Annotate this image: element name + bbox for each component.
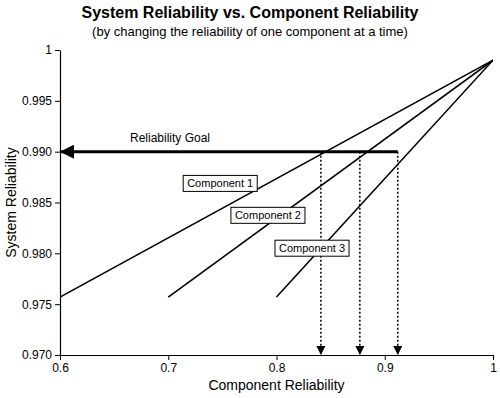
tick-label: 0.6: [52, 361, 69, 375]
tick: 0.980: [22, 247, 60, 261]
tick-label: 0.990: [22, 145, 52, 159]
tick: 0.985: [22, 196, 60, 210]
tick: 0.8: [269, 355, 286, 375]
tick-mark: [55, 152, 60, 153]
series-line: [168, 60, 493, 297]
subtitle: (by changing the reliability of one comp…: [92, 24, 408, 39]
series-label: Component 1: [183, 175, 257, 191]
tick: 0.975: [22, 298, 60, 312]
chart-svg: System Reliability vs. Component Reliabi…: [0, 0, 500, 398]
series-label: Component 2: [231, 207, 305, 223]
title: System Reliability vs. Component Reliabi…: [82, 4, 419, 21]
tick-label: 0.8: [269, 361, 286, 375]
tick-mark: [55, 355, 60, 356]
y-axis-title: System Reliability: [3, 147, 19, 257]
series-label-box: [275, 240, 349, 256]
tick: 0.970: [22, 348, 60, 362]
series-label-text: Component 1: [187, 177, 253, 189]
goal-label: Reliability Goal: [130, 131, 210, 145]
goal-arrow: [60, 150, 398, 153]
tick-mark: [168, 355, 169, 360]
tick-label: 0.980: [22, 247, 52, 261]
series-line: [60, 60, 493, 297]
tick-label: 0.995: [22, 94, 52, 108]
tick-mark: [55, 50, 60, 51]
tick-label: 0.985: [22, 196, 52, 210]
plot-area: [60, 60, 493, 297]
tick-label: 0.7: [160, 361, 177, 375]
tick: 0.9: [377, 355, 394, 375]
tick: 1: [490, 355, 497, 375]
axis-line: [60, 51, 61, 356]
tick-mark: [493, 355, 494, 360]
series-label-text: Component 3: [279, 242, 345, 254]
tick-mark: [385, 355, 386, 360]
tick-label: 1: [45, 43, 52, 57]
tick-mark: [277, 355, 278, 360]
crossing-arrow: [397, 152, 399, 355]
tick-label: 0.975: [22, 298, 52, 312]
chart-container: System Reliability vs. Component Reliabi…: [0, 0, 500, 398]
series-label-box: [183, 175, 257, 191]
annotations: Reliability Goal Component 1 Component 2 Co…: [60, 131, 398, 355]
tick: 0.990: [22, 145, 60, 159]
y-axis: 0.970 0.975 0.980 0.985 0.990 0.995 1: [22, 43, 61, 362]
tick-mark: [60, 355, 61, 360]
tick: 0.6: [52, 355, 69, 375]
tick-mark: [55, 101, 60, 102]
crossing-arrow: [359, 152, 361, 355]
series-label-box: [231, 207, 305, 223]
series-label: Component 3: [275, 240, 349, 256]
x-axis: 0.6 0.7 0.8 0.9 1: [52, 355, 497, 375]
tick-label: 1: [490, 361, 497, 375]
x-axis-title: Component Reliability: [208, 377, 344, 393]
series-line: [277, 60, 494, 297]
tick: 1: [45, 43, 60, 57]
tick: 0.7: [160, 355, 177, 375]
tick-label: 0.970: [22, 348, 52, 362]
tick-mark: [55, 203, 60, 204]
series-label-text: Component 2: [235, 209, 301, 221]
tick: 0.995: [22, 94, 60, 108]
tick-mark: [55, 253, 60, 254]
tick-mark: [55, 304, 60, 305]
tick-label: 0.9: [377, 361, 394, 375]
